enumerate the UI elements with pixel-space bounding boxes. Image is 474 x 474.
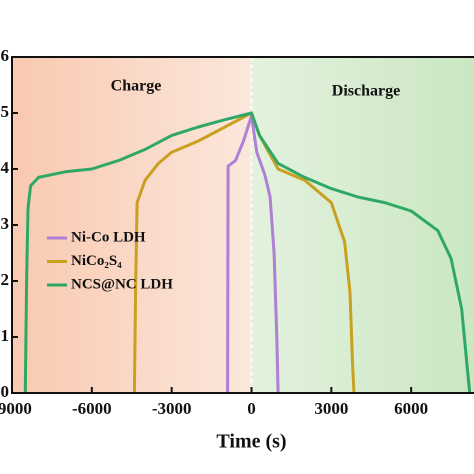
line-series	[226, 114, 280, 394]
y-tick-label: 3	[1, 214, 10, 233]
discharge-region	[251, 57, 474, 393]
x-tick-label: -9000	[0, 399, 32, 418]
annotation: Discharge	[332, 83, 400, 100]
legend-label: NiCo₂S₄	[71, 253, 122, 269]
y-tick-label: 4	[1, 158, 10, 177]
x-tick-label: -6000	[72, 399, 112, 418]
x-axis-label: Time (s)	[216, 431, 286, 453]
y-tick-label: 5	[1, 102, 10, 121]
y-tick-label: 0	[1, 382, 10, 401]
y-tick-label: 2	[1, 270, 10, 289]
x-tick-label: 6000	[394, 399, 428, 418]
x-tick-label: 3000	[314, 399, 348, 418]
legend-label: Ni-Co LDH	[71, 229, 146, 245]
annotation: Charge	[111, 78, 162, 95]
line-series	[23, 111, 472, 394]
x-tick-label: 0	[247, 399, 256, 418]
legend-label: NCS@NC LDH	[71, 276, 173, 292]
charge-region	[12, 57, 252, 393]
y-tick-label: 6	[1, 46, 10, 65]
y-tick-label: 1	[1, 326, 10, 345]
x-tick-label: -3000	[152, 399, 192, 418]
